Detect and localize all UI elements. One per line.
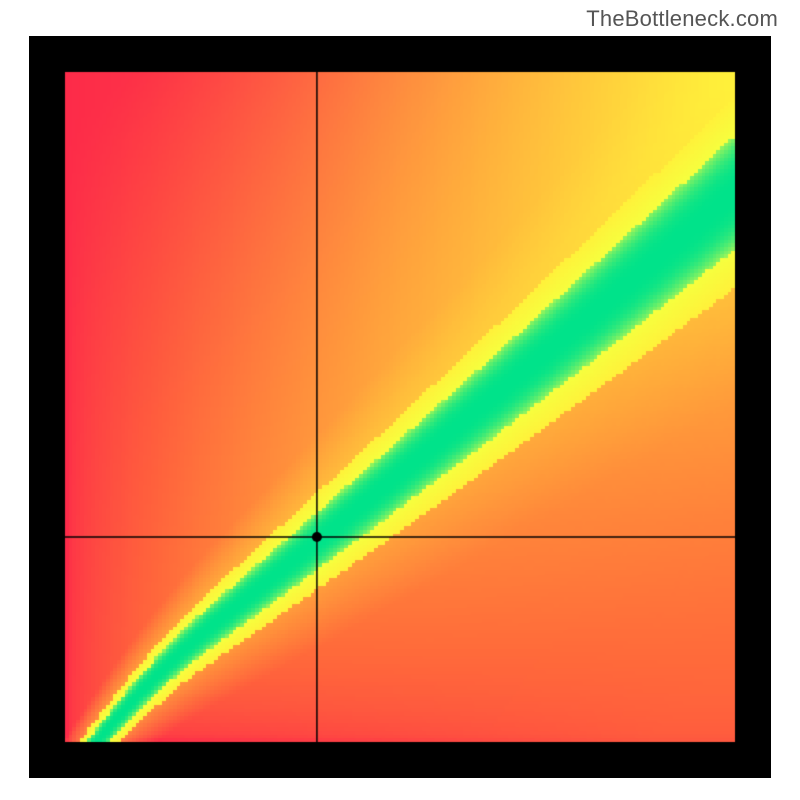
watermark-text: TheBottleneck.com <box>586 6 778 32</box>
chart-container: TheBottleneck.com <box>0 0 800 800</box>
plot-frame <box>29 36 771 778</box>
heatmap-canvas <box>29 36 771 778</box>
